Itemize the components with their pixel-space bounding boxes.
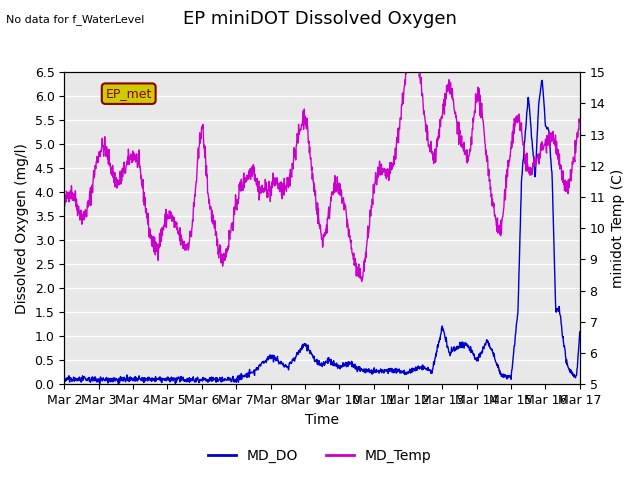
Legend: MD_DO, MD_Temp: MD_DO, MD_Temp (203, 443, 437, 468)
Y-axis label: Dissolved Oxygen (mg/l): Dissolved Oxygen (mg/l) (15, 143, 29, 314)
Text: No data for f_WaterLevel: No data for f_WaterLevel (6, 14, 145, 25)
Y-axis label: minidot Temp (C): minidot Temp (C) (611, 168, 625, 288)
Text: EP miniDOT Dissolved Oxygen: EP miniDOT Dissolved Oxygen (183, 10, 457, 28)
X-axis label: Time: Time (305, 413, 339, 427)
Text: EP_met: EP_met (106, 87, 152, 100)
